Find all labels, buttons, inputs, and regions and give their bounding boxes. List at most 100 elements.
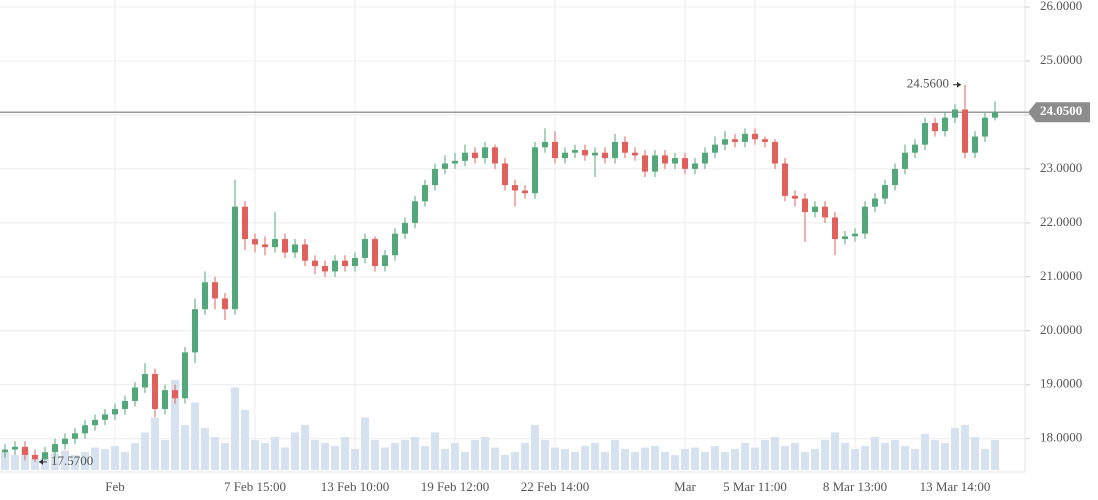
candle-body <box>212 282 218 299</box>
candle-body <box>652 155 658 172</box>
volume-bar <box>741 443 749 470</box>
candle-body <box>132 387 138 401</box>
volume-bar <box>581 446 589 470</box>
volume-bar <box>631 452 639 470</box>
candle-body <box>642 155 648 172</box>
volume-bar <box>981 449 989 470</box>
candle-body <box>772 141 778 164</box>
x-tick-label: 8 Mar 13:00 <box>823 479 887 494</box>
volume-bar <box>121 452 129 470</box>
candle-body <box>812 206 818 213</box>
candle-body <box>552 141 558 159</box>
volume-bar <box>931 440 939 470</box>
volume-bar <box>871 437 879 470</box>
candle-body <box>572 150 578 153</box>
volume-bar <box>141 432 149 470</box>
candle-body <box>282 239 288 253</box>
candle-body <box>92 419 98 426</box>
volume-bar <box>341 437 349 470</box>
candle-body <box>102 414 108 420</box>
candle-body <box>852 233 858 237</box>
y-tick-label: 26.0000 <box>1040 0 1082 13</box>
volume-bar <box>601 452 609 470</box>
candle-body <box>342 260 348 267</box>
y-tick-label: 18.0000 <box>1040 430 1082 445</box>
candle-body <box>72 433 78 439</box>
volume-bar <box>611 440 619 470</box>
candle-body <box>822 206 828 218</box>
y-tick-label: 23.0000 <box>1040 160 1082 175</box>
volume-bar <box>131 443 139 470</box>
volume-bar <box>991 440 999 470</box>
volume-bar <box>731 449 739 470</box>
y-tick-label: 19.0000 <box>1040 376 1082 391</box>
candle-body <box>562 152 568 159</box>
candle-body <box>752 133 758 140</box>
candle-body <box>242 206 248 240</box>
x-tick-label: 19 Feb 12:00 <box>421 479 490 494</box>
candle-body <box>632 152 638 156</box>
candle-body <box>492 147 498 164</box>
volume-bar <box>401 440 409 470</box>
candle-body <box>392 233 398 256</box>
volume-bar <box>281 447 289 470</box>
marker-arrowhead <box>957 81 961 88</box>
max-label: 24.5600 <box>907 76 949 91</box>
candle-body <box>452 160 458 164</box>
volume-bar <box>901 446 909 470</box>
volume-bar <box>491 447 499 470</box>
candle-body <box>762 139 768 142</box>
candle-body <box>122 400 128 410</box>
candle-body <box>842 236 848 240</box>
volume-bar <box>661 452 669 470</box>
volume-bar <box>91 447 99 470</box>
candle-body <box>202 282 208 310</box>
volume-bar <box>181 425 189 470</box>
candle-body <box>152 373 158 410</box>
volume-bar <box>371 440 379 470</box>
candle-body <box>742 133 748 142</box>
volume-bar <box>431 432 439 470</box>
candle-body <box>502 163 508 186</box>
volume-bar <box>1 452 9 470</box>
candle-body <box>312 260 318 267</box>
candle-body <box>692 163 698 169</box>
candle-body <box>402 222 408 234</box>
candle-body <box>142 373 148 388</box>
volume-bar <box>971 437 979 470</box>
candle-body <box>172 390 178 399</box>
last-price-label: 24.0500 <box>1040 103 1082 118</box>
candle-body <box>992 112 998 118</box>
candle-body <box>412 201 418 223</box>
candle-body <box>422 185 428 202</box>
volume-bar <box>41 456 49 470</box>
volume-bar <box>771 437 779 470</box>
volume-bar <box>321 443 329 470</box>
x-tick-label: Feb <box>105 479 125 494</box>
volume-bar <box>851 449 859 470</box>
volume-bar <box>831 432 839 470</box>
candle-body <box>902 152 908 169</box>
x-tick-label: Mar <box>674 479 696 494</box>
volume-bar <box>221 443 229 470</box>
candle-body <box>732 139 738 142</box>
volume-bar <box>291 432 299 470</box>
candle-body <box>982 117 988 137</box>
x-tick-label: 22 Feb 14:00 <box>521 479 590 494</box>
volume-bar <box>71 455 79 470</box>
x-tick-label: 13 Mar 14:00 <box>920 479 991 494</box>
candle-body <box>432 168 438 186</box>
candle-body <box>712 144 718 153</box>
volume-bar <box>821 440 829 470</box>
candle-body <box>972 136 978 153</box>
volume-bar <box>501 455 509 470</box>
volume-bar <box>481 437 489 470</box>
volume-bar <box>961 425 969 470</box>
candle-body <box>532 147 538 194</box>
volume-bar <box>461 452 469 470</box>
volume-bar <box>351 449 359 470</box>
candle-body <box>862 206 868 234</box>
volume-bar <box>951 428 959 470</box>
candle-body <box>222 298 228 310</box>
